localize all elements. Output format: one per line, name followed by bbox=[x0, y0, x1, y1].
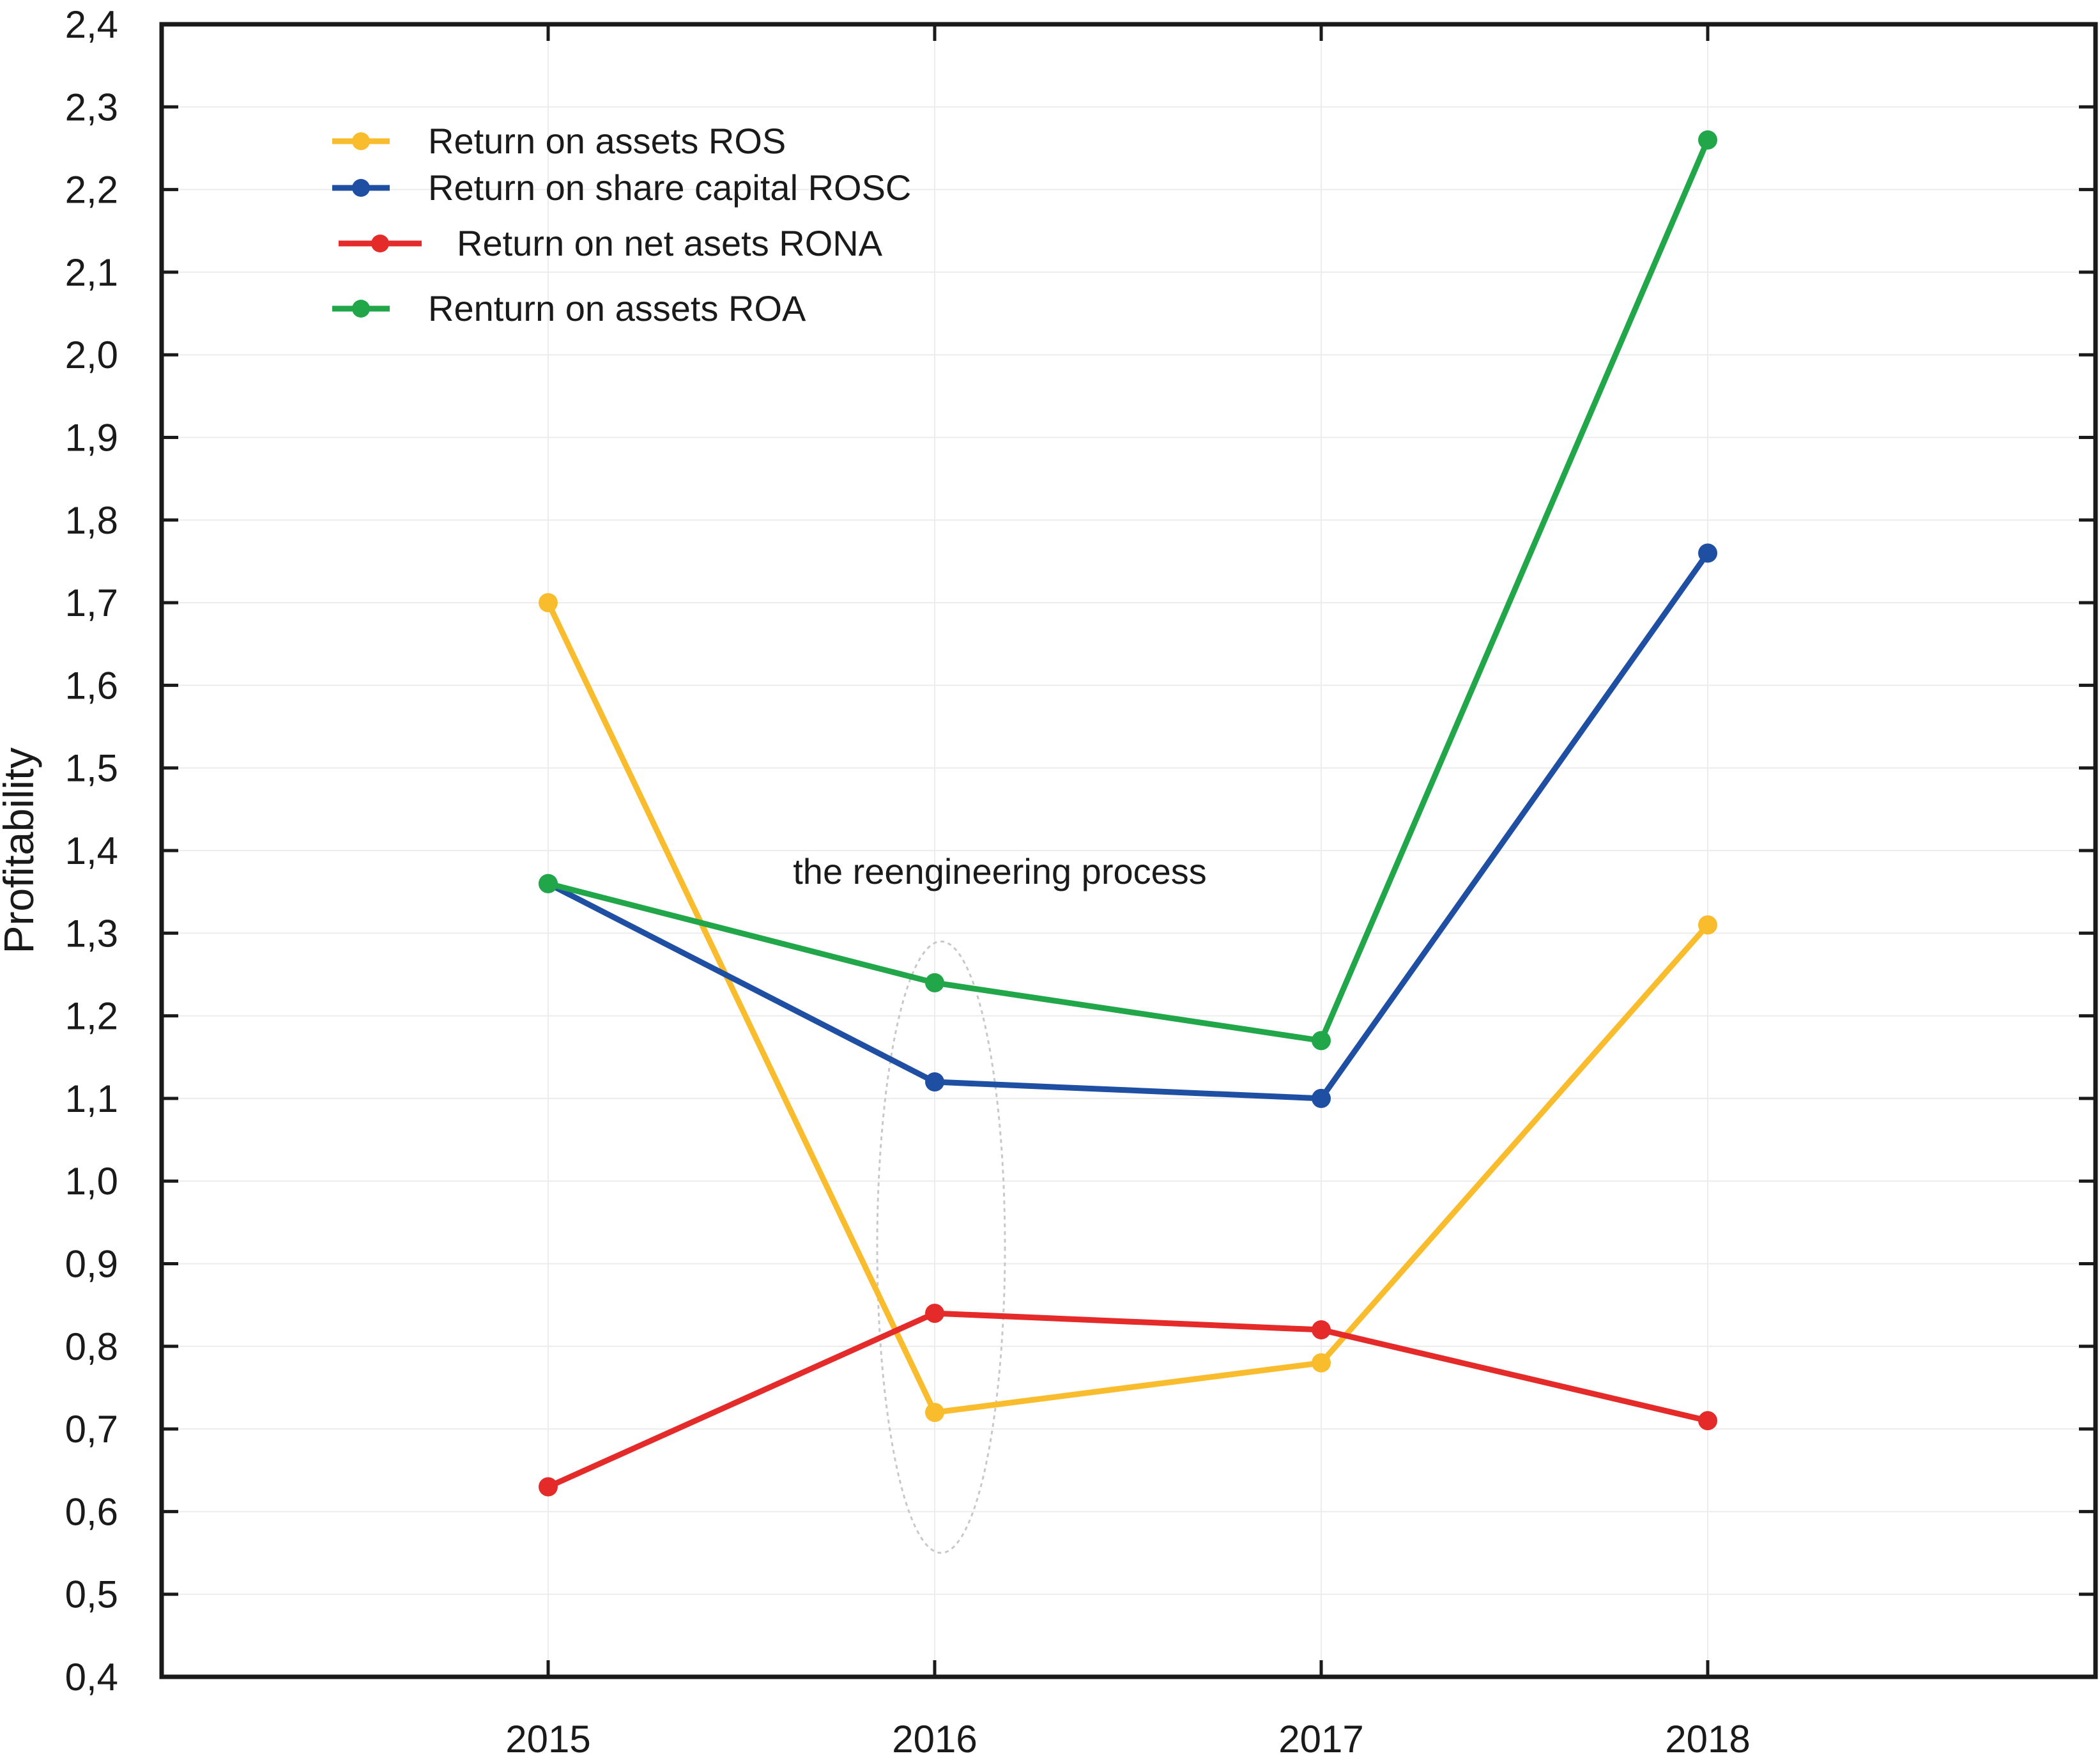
y-tick-label: 0,4 bbox=[65, 1656, 118, 1699]
data-point bbox=[1698, 130, 1717, 150]
data-point bbox=[539, 1477, 558, 1497]
x-tick-label: 2015 bbox=[505, 1718, 590, 1758]
y-tick-label: 1,1 bbox=[65, 1077, 118, 1120]
x-tick-label: 2016 bbox=[892, 1718, 977, 1758]
reengineering-ellipse bbox=[876, 940, 1006, 1554]
y-tick-label: 1,0 bbox=[65, 1160, 118, 1203]
legend-label: Return on share capital ROSC bbox=[428, 167, 911, 208]
grid bbox=[162, 24, 2096, 1677]
x-tick-label: 2017 bbox=[1278, 1718, 1363, 1758]
data-point bbox=[1698, 915, 1717, 935]
x-tick-label: 2018 bbox=[1665, 1718, 1750, 1758]
legend: Return on assets ROS Return on share capi… bbox=[332, 121, 911, 328]
y-tick-label: 0,7 bbox=[65, 1408, 118, 1451]
data-point bbox=[1698, 543, 1717, 563]
series-line bbox=[547, 1310, 1709, 1490]
data-point bbox=[1312, 1088, 1331, 1108]
legend-marker bbox=[352, 179, 370, 197]
data-point bbox=[539, 874, 558, 893]
data-point bbox=[1312, 1320, 1331, 1339]
data-point bbox=[1312, 1353, 1331, 1373]
data-point bbox=[925, 973, 944, 992]
y-tick-label: 1,2 bbox=[65, 995, 118, 1038]
y-axis-title: Profitability bbox=[0, 748, 42, 954]
y-tick-label: 0,6 bbox=[65, 1490, 118, 1533]
annotation: the reengineering process bbox=[793, 851, 1207, 1554]
legend-label: Return on net asets RONA bbox=[457, 223, 883, 263]
series-line bbox=[547, 139, 1711, 1044]
y-tick-label: 2,3 bbox=[65, 86, 118, 128]
legend-label: Return on assets ROS bbox=[428, 121, 786, 161]
y-tick-label: 1,7 bbox=[65, 582, 118, 624]
annotation-label: the reengineering process bbox=[793, 851, 1207, 891]
series-line bbox=[546, 551, 1710, 1102]
y-tick-label: 2,1 bbox=[65, 251, 118, 294]
data-point bbox=[925, 1304, 944, 1323]
y-tick-label: 1,5 bbox=[65, 747, 118, 790]
axes: 0,4 0,5 0,6 0,7 0,8 0,9 1,0 1,1 1,2 1,3 1,4 1,5 1,6 1… bbox=[65, 3, 2096, 1758]
y-tick-label: 1,9 bbox=[65, 417, 118, 459]
y-tick-label: 0,8 bbox=[65, 1325, 118, 1368]
y-tick-label: 1,6 bbox=[65, 664, 118, 707]
data-point bbox=[925, 1403, 944, 1423]
y-tick-label: 1,8 bbox=[65, 499, 118, 542]
legend-marker bbox=[352, 300, 370, 318]
data-point bbox=[1698, 1411, 1717, 1431]
legend-label: Renturn on assets ROA bbox=[428, 288, 806, 328]
data-point bbox=[925, 1072, 944, 1092]
data-point bbox=[539, 593, 558, 613]
y-tick-label: 0,9 bbox=[65, 1243, 118, 1286]
y-tick-label: 1,4 bbox=[65, 829, 118, 872]
y-tick-label: 2,2 bbox=[65, 169, 118, 212]
series-line bbox=[545, 601, 1710, 1415]
y-tick-label: 2,4 bbox=[65, 3, 118, 46]
y-tick-label: 0,5 bbox=[65, 1573, 118, 1616]
data-point bbox=[1312, 1031, 1331, 1051]
y-tick-label: 1,3 bbox=[65, 912, 118, 955]
legend-marker bbox=[371, 235, 389, 252]
y-tick-label: 2,0 bbox=[65, 334, 118, 376]
series bbox=[539, 130, 1717, 1497]
legend-marker bbox=[352, 132, 370, 150]
